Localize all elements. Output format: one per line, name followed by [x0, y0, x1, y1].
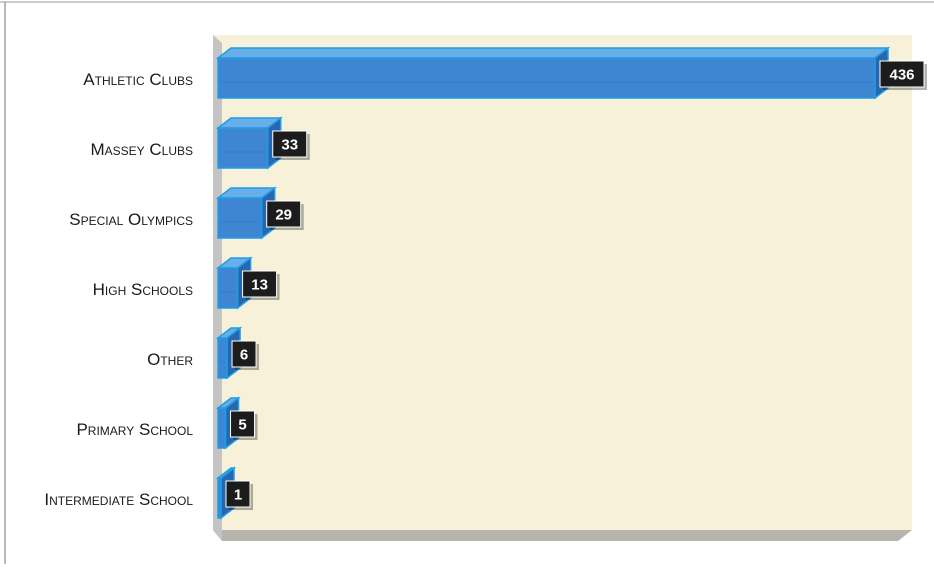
data-label-box — [230, 410, 256, 438]
data-label-2: 29 — [266, 200, 304, 230]
data-label-box — [879, 60, 925, 88]
bar-front-face — [217, 57, 876, 99]
bar-front-face — [217, 197, 263, 239]
category-label-0: Athletic Clubs — [83, 70, 193, 89]
category-label-4: Other — [147, 350, 193, 369]
data-label-box — [266, 200, 302, 228]
bar-0 — [215, 46, 891, 100]
chart-floor — [213, 530, 912, 541]
data-label-text: 6 — [240, 347, 248, 364]
bar-top-face — [215, 47, 891, 59]
data-label-text: 29 — [275, 207, 292, 224]
category-label-3: High Schools — [93, 280, 193, 299]
category-labels: Athletic Clubs Massey Clubs Special Olympi… — [44, 70, 193, 509]
category-label-5: Primary School — [76, 420, 193, 439]
data-label-text: 1 — [234, 487, 242, 504]
data-label-box — [272, 130, 308, 158]
data-label-1: 33 — [272, 130, 310, 160]
data-labels: 436 33 29 13 6 5 1 — [225, 60, 927, 510]
category-label-2: Special Olympics — [69, 210, 193, 229]
data-label-3: 13 — [242, 270, 280, 300]
data-label-4: 6 — [231, 340, 260, 370]
bar-front-face — [217, 407, 227, 449]
bar-front-face — [217, 127, 269, 169]
data-label-5: 5 — [230, 410, 258, 440]
data-label-6: 1 — [225, 480, 253, 510]
data-label-0: 436 — [879, 60, 927, 90]
category-label-1: Massey Clubs — [90, 140, 193, 159]
data-label-box — [225, 480, 251, 508]
data-label-box — [231, 340, 257, 368]
plot-background — [213, 35, 912, 530]
data-label-text: 13 — [251, 277, 268, 294]
bar-front-face — [217, 267, 239, 309]
data-label-text: 436 — [889, 67, 914, 84]
plot-area — [213, 35, 912, 541]
bar-front-face — [217, 337, 228, 379]
data-label-box — [242, 270, 278, 298]
data-label-text: 5 — [238, 417, 246, 434]
data-label-text: 33 — [281, 137, 298, 154]
bar-2 — [215, 186, 277, 240]
bar-1 — [215, 116, 283, 170]
category-label-6: Intermediate School — [44, 490, 193, 509]
